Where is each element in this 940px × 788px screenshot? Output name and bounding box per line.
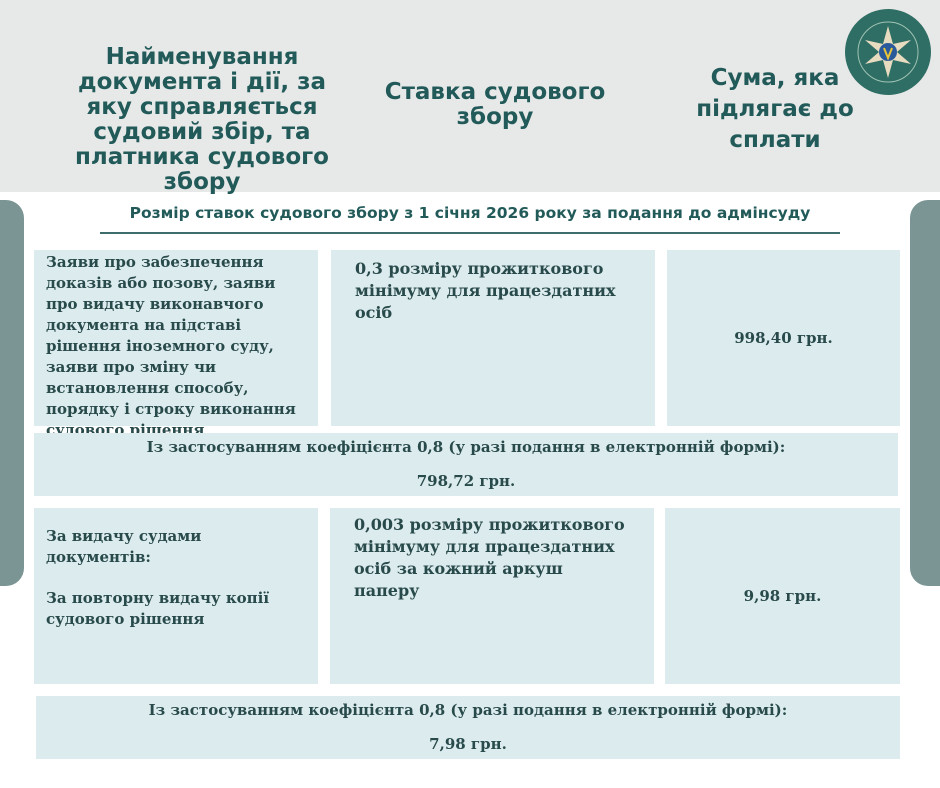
row2-coefficient: Із застосуванням коефіцієнта 0,8 (у разі… bbox=[36, 696, 900, 759]
row1-coef-note: Із застосуванням коефіцієнта 0,8 (у разі… bbox=[146, 438, 786, 456]
row2-amount: 9,98 грн. bbox=[665, 508, 900, 684]
row2-document-b: За повторну видачу копії судового рішенн… bbox=[46, 589, 270, 628]
right-side-tab bbox=[910, 200, 940, 586]
row2-coef-amount: 7,98 грн. bbox=[429, 735, 507, 753]
column-header-document: Найменування документа і дії, за яку спр… bbox=[75, 44, 329, 195]
column-header-amount: Сума, яка підлягає до сплати bbox=[696, 65, 854, 153]
column-header-rate: Ставка судового збору bbox=[384, 79, 606, 130]
divider bbox=[100, 232, 840, 234]
row1-document: Заяви про забезпечення доказів або позов… bbox=[34, 250, 318, 439]
row2-document: За видачу судами документів: За повторну… bbox=[34, 508, 318, 684]
court-logo-icon bbox=[845, 9, 931, 95]
row2-rate: 0,003 розміру прожиткового мінімуму для … bbox=[330, 508, 654, 684]
left-side-tab bbox=[0, 200, 24, 586]
row1-rate: 0,3 розміру прожиткового мінімуму для пр… bbox=[331, 250, 655, 426]
subtitle: Розмір ставок судового збору з 1 січня 2… bbox=[129, 204, 811, 222]
row1-coefficient: Із застосуванням коефіцієнта 0,8 (у разі… bbox=[34, 433, 898, 496]
row2-coef-note: Із застосуванням коефіцієнта 0,8 (у разі… bbox=[148, 701, 788, 719]
header: Найменування документа і дії, за яку спр… bbox=[0, 0, 940, 195]
row2-document-a: За видачу судами документів: bbox=[46, 527, 202, 566]
row1-amount: 998,40 грн. bbox=[667, 250, 900, 426]
row1-coef-amount: 798,72 грн. bbox=[416, 472, 516, 490]
